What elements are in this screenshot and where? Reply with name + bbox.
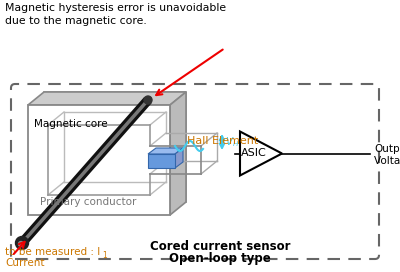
Polygon shape <box>240 131 282 175</box>
Text: due to the magnetic core.: due to the magnetic core. <box>5 16 147 26</box>
Text: Output: Output <box>374 144 400 153</box>
Text: Primary conductor: Primary conductor <box>40 197 136 207</box>
Polygon shape <box>148 154 175 168</box>
Text: Magnetic hysteresis error is unavoidable: Magnetic hysteresis error is unavoidable <box>5 3 226 13</box>
Circle shape <box>18 242 24 246</box>
FancyBboxPatch shape <box>11 84 379 259</box>
Text: Voltage : V: Voltage : V <box>374 156 400 166</box>
Text: Magnetic core: Magnetic core <box>34 119 108 129</box>
Polygon shape <box>175 148 183 168</box>
Text: Cored current sensor: Cored current sensor <box>150 240 290 253</box>
Text: Open-loop type: Open-loop type <box>169 252 271 265</box>
Circle shape <box>16 236 28 249</box>
Text: ASIC: ASIC <box>241 149 267 159</box>
Text: Hall Element: Hall Element <box>187 136 258 146</box>
Text: 1: 1 <box>102 251 107 260</box>
Text: $V_H$: $V_H$ <box>225 135 239 149</box>
Polygon shape <box>170 92 186 215</box>
Polygon shape <box>28 105 170 215</box>
Polygon shape <box>44 92 186 202</box>
Text: to be measured : I: to be measured : I <box>5 247 100 257</box>
Circle shape <box>144 96 152 104</box>
Polygon shape <box>148 148 183 154</box>
Polygon shape <box>28 92 186 105</box>
Text: Current: Current <box>5 258 44 268</box>
